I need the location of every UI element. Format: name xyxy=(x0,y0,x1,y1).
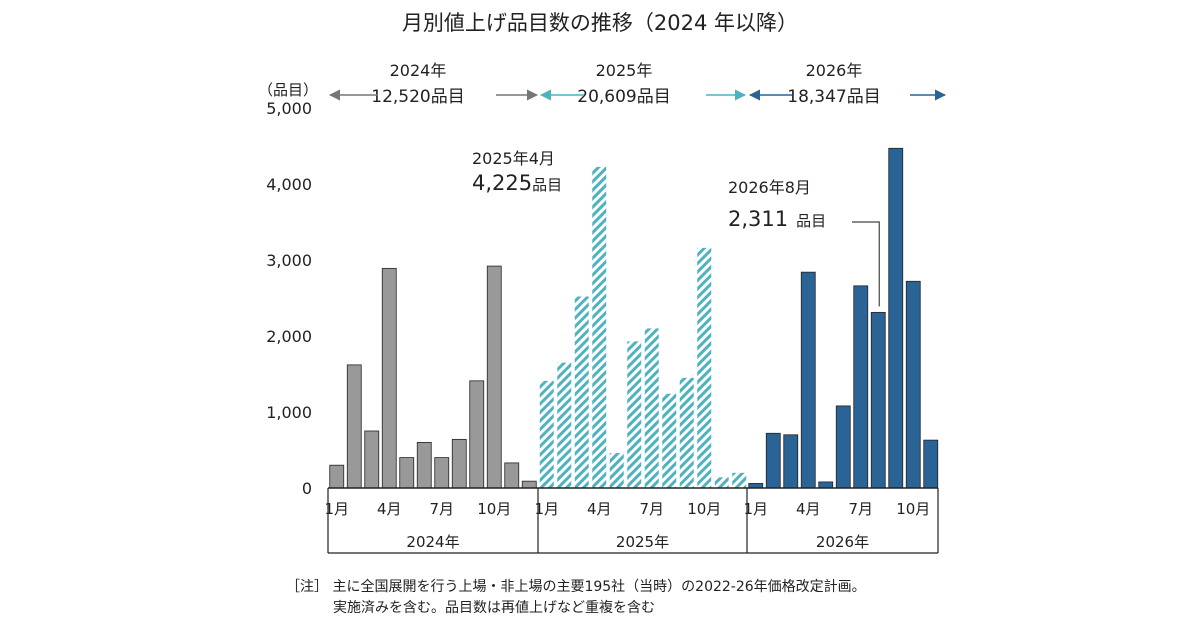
x-tick-label: 1月 xyxy=(534,500,559,518)
bar xyxy=(329,464,345,489)
bar xyxy=(592,166,607,488)
bar xyxy=(416,441,432,489)
bar xyxy=(835,405,851,489)
bar xyxy=(609,453,624,488)
bar xyxy=(870,311,886,489)
x-tick-label: 10月 xyxy=(896,500,930,518)
bar xyxy=(557,362,572,488)
year-total-label: 20,609品目 xyxy=(577,87,670,107)
y-tick-label: 3,000 xyxy=(266,251,312,270)
y-tick-label: 4,000 xyxy=(266,175,312,194)
x-tick-label: 4月 xyxy=(587,500,612,518)
year-total-label: 18,347品目 xyxy=(787,87,880,107)
bar xyxy=(434,457,450,489)
x-tick-label: 7月 xyxy=(848,500,873,518)
annotation-2026-aug: 2026年8月 2,311 品目 xyxy=(728,178,880,307)
bar xyxy=(853,285,869,489)
annotation-2026-aug-unit: 品目 xyxy=(796,212,826,230)
year-header-label: 2024年 xyxy=(390,61,447,80)
x-tick-label: 4月 xyxy=(377,500,402,518)
annotation-2025-apr: 2025年4月 4,225品目 xyxy=(472,149,562,195)
bar xyxy=(783,434,799,489)
y-tick-label: 1,000 xyxy=(266,403,312,422)
annotation-leader-line xyxy=(852,221,880,307)
bar xyxy=(732,472,747,488)
x-tick-label: 1月 xyxy=(743,500,768,518)
annotation-2026-aug-date: 2026年8月 xyxy=(728,178,811,197)
bar xyxy=(469,380,485,489)
bar xyxy=(486,265,502,489)
annotation-2025-apr-date: 2025年4月 xyxy=(472,149,555,168)
bar xyxy=(765,432,781,489)
year-header-label: 2025年 xyxy=(596,61,653,80)
annotation-2025-apr-number: 4,225 xyxy=(472,171,532,195)
y-tick-label: 0 xyxy=(302,479,312,498)
x-group-label: 2024年 xyxy=(406,533,459,551)
bar xyxy=(714,477,729,488)
note-line-1: ［注］ 主に全国展開を行う上場・非上場の主要195社（当時）の2022-26年価… xyxy=(286,578,866,595)
bar xyxy=(627,341,642,488)
x-tick-label: 7月 xyxy=(429,500,454,518)
annotation-2025-apr-value: 4,225品目 xyxy=(472,171,562,195)
bar xyxy=(521,480,537,489)
x-group-label: 2026年 xyxy=(816,533,869,551)
bar xyxy=(539,380,554,488)
x-axis-groups: 1月 4月 7月 10月 2024年 1月 4月 7月 10月 2025年 1月 4月 7月 10月 202… xyxy=(324,488,939,553)
bar xyxy=(346,364,362,489)
bars xyxy=(329,147,939,489)
bar xyxy=(364,430,380,489)
annotation-2026-aug-number: 2,311 xyxy=(728,207,788,231)
bar xyxy=(381,267,397,489)
y-tick-label: 5,000 xyxy=(266,99,312,118)
bar xyxy=(574,296,589,488)
note-line-2: 実施済みを含む。品目数は再値上げなど重複を含む xyxy=(333,599,655,616)
year-totals-header: 2024年 12,520品目 2025年 20,609品目 2026年 18,347品目 xyxy=(328,61,947,107)
bar xyxy=(399,457,415,489)
bar xyxy=(644,328,659,488)
chart-title: 月別値上げ品目数の推移（2024 年以降） xyxy=(402,11,798,35)
x-tick-label: 10月 xyxy=(477,500,511,518)
bar xyxy=(697,247,712,488)
annotation-2025-apr-unit: 品目 xyxy=(532,176,562,194)
bar xyxy=(451,438,467,489)
bar xyxy=(504,462,520,489)
bar xyxy=(923,439,939,489)
year-header-label: 2026年 xyxy=(806,61,863,80)
x-tick-label: 7月 xyxy=(639,500,664,518)
x-tick-label: 4月 xyxy=(796,500,821,518)
bar xyxy=(818,481,834,489)
y-axis-label: （品目） xyxy=(258,81,318,99)
bar xyxy=(662,393,677,488)
annotation-2026-aug-value: 2,311 品目 xyxy=(728,207,826,231)
x-group-label: 2025年 xyxy=(616,533,669,551)
bar xyxy=(679,377,694,488)
year-total-label: 12,520品目 xyxy=(371,87,464,107)
bar xyxy=(800,271,816,489)
y-axis-ticks: 0 1,000 2,000 3,000 4,000 5,000 xyxy=(266,99,312,498)
x-tick-label: 1月 xyxy=(324,500,349,518)
x-tick-label: 10月 xyxy=(687,500,721,518)
bar xyxy=(888,147,904,489)
bar xyxy=(905,280,921,489)
y-tick-label: 2,000 xyxy=(266,327,312,346)
